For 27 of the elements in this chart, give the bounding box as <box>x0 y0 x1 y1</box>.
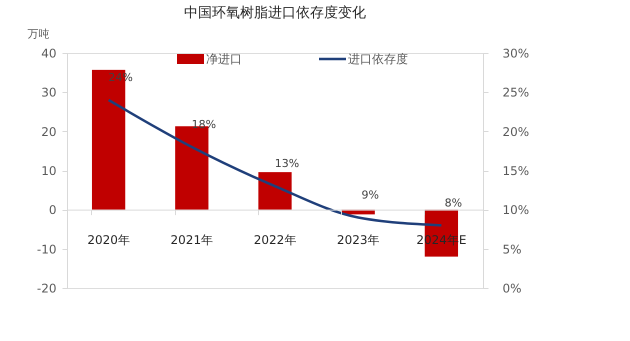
x-tick-label: 2021年 <box>170 233 214 248</box>
y2-tick-label: 30% <box>502 46 530 60</box>
x-tick-label: 2022年 <box>254 233 296 248</box>
y2-tick-label: 15% <box>502 164 530 178</box>
x-tick-label: 2020年 <box>87 233 130 248</box>
line-series <box>107 98 443 227</box>
y2-tick-label: 20% <box>502 124 530 139</box>
y2-tick-label: 10% <box>502 203 530 218</box>
legend-label: 净进口 <box>206 52 242 66</box>
y2-tick-label: 0% <box>502 282 522 296</box>
y-tick-label: 30 <box>41 86 56 100</box>
y-tick-label: 10 <box>41 164 56 178</box>
y2-tick-label: 5% <box>502 242 522 256</box>
chart-title: 中国环氧树脂进口依存度变化 <box>184 5 366 21</box>
bar <box>258 172 292 210</box>
x-tick-label: 2023年 <box>336 233 380 248</box>
y-tick-label: 20 <box>41 124 56 139</box>
y-tick-label: -10 <box>36 242 56 256</box>
y-axis-title: 万吨 <box>28 28 50 40</box>
y2-tick-label: 25% <box>502 86 530 100</box>
y-tick-label: 40 <box>41 46 56 60</box>
legend-label: 进口依存度 <box>348 52 408 66</box>
data-label: 13% <box>274 157 300 170</box>
y-tick-label: 0 <box>48 203 56 218</box>
data-label: 9% <box>361 188 379 202</box>
data-label: 8% <box>444 196 462 210</box>
y-tick-label: -20 <box>36 282 56 296</box>
